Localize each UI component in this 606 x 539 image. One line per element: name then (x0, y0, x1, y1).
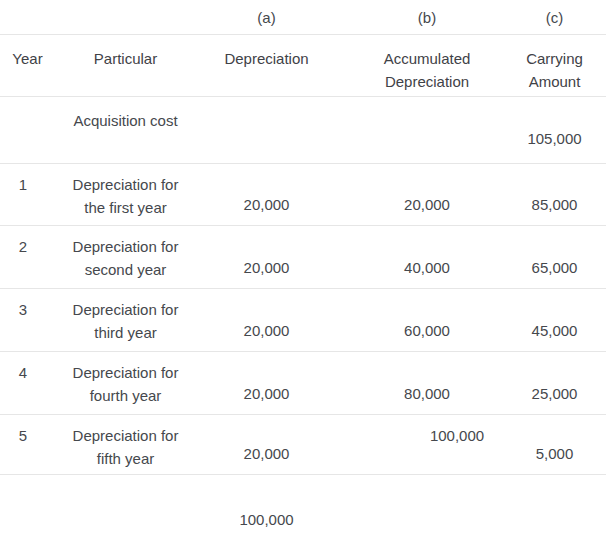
carrying-value: 45,000 (532, 319, 578, 342)
depreciation-schedule-table: (a) (b) (c) Year Particular Depreciation… (0, 0, 606, 539)
depreciation-value: 20,000 (244, 382, 290, 405)
depreciation-total-value: 100,000 (239, 508, 293, 531)
carrying-cell: 5,000 (517, 415, 592, 474)
year-cell: 3 (0, 289, 55, 351)
header-carrying-amount: Carrying Amount (517, 35, 592, 96)
table-footer-row: 100,000 (0, 475, 606, 539)
accumulated-value: 40,000 (404, 256, 450, 279)
particular-line1: Depreciation for (73, 424, 179, 447)
header-accumulated-depreciation: Accumulated Depreciation (337, 35, 517, 96)
particular-cell: Depreciation for fifth year (55, 415, 196, 474)
depreciation-cell: 20,000 (196, 164, 337, 225)
column-letter-a: (a) (196, 0, 337, 34)
year-value: 1 (19, 173, 27, 196)
depreciation-cell: 20,000 (196, 289, 337, 351)
carrying-cell: 65,000 (517, 226, 592, 288)
accumulated-value: 100,000 (430, 424, 484, 447)
accumulated-cell: 100,000 (337, 415, 517, 474)
footer-accumulated-spacer (337, 475, 517, 539)
footer-year-spacer (0, 475, 55, 539)
table-row-year-1: 1 Depreciation for the first year 20,000… (0, 164, 606, 226)
accumulated-value: 20,000 (404, 193, 450, 216)
depreciation-value: 20,000 (244, 442, 290, 465)
particular-line1: Depreciation for (73, 235, 179, 258)
footer-particular-spacer (55, 475, 196, 539)
footer-carrying-spacer (517, 475, 592, 539)
letters-particular-spacer (55, 0, 196, 34)
table-row-acquisition: Acquisition cost 105,000 (0, 97, 606, 164)
carrying-value: 25,000 (532, 382, 578, 405)
header-accumulated-line1: Accumulated (384, 47, 471, 70)
year-cell: 1 (0, 164, 55, 225)
table-row-year-5: 5 Depreciation for fifth year 20,000 100… (0, 415, 606, 475)
particular-cell: Depreciation for second year (55, 226, 196, 288)
particular-cell: Depreciation for third year (55, 289, 196, 351)
header-particular: Particular (55, 35, 196, 96)
particular-line1: Depreciation for (73, 173, 179, 196)
header-depreciation: Depreciation (196, 35, 337, 96)
particular-line1: Depreciation for (73, 298, 179, 321)
carrying-value: 105,000 (527, 127, 581, 150)
accumulated-cell: 80,000 (337, 352, 517, 414)
carrying-value: 5,000 (536, 442, 574, 465)
accumulated-value: 80,000 (404, 382, 450, 405)
depreciation-cell: 20,000 (196, 352, 337, 414)
table-row-year-3: 3 Depreciation for third year 20,000 60,… (0, 289, 606, 352)
accumulated-cell: 40,000 (337, 226, 517, 288)
carrying-value: 65,000 (532, 256, 578, 279)
depreciation-cell: 20,000 (196, 226, 337, 288)
table-header-row: Year Particular Depreciation Accumulated… (0, 35, 606, 97)
particular-line1: Acquisition cost (73, 109, 177, 132)
column-letter-a-label: (a) (257, 6, 275, 29)
depreciation-cell (196, 97, 337, 163)
carrying-value: 85,000 (532, 193, 578, 216)
header-accumulated-line2: Depreciation (385, 70, 469, 93)
accumulated-value: 60,000 (404, 319, 450, 342)
column-letters-row: (a) (b) (c) (0, 0, 606, 35)
column-letter-b-label: (b) (418, 6, 436, 29)
depreciation-value: 20,000 (244, 256, 290, 279)
particular-line2: second year (85, 258, 167, 281)
carrying-cell: 105,000 (517, 97, 592, 163)
header-particular-label: Particular (94, 47, 157, 70)
depreciation-value: 20,000 (244, 319, 290, 342)
year-value: 4 (19, 361, 27, 384)
year-cell: 4 (0, 352, 55, 414)
particular-line2: third year (94, 321, 157, 344)
particular-line2: fifth year (97, 447, 155, 470)
accumulated-cell: 60,000 (337, 289, 517, 351)
header-year: Year (0, 35, 55, 96)
header-carrying-line2: Amount (529, 70, 581, 93)
year-cell: 2 (0, 226, 55, 288)
carrying-cell: 45,000 (517, 289, 592, 351)
letters-year-spacer (0, 0, 55, 34)
particular-cell: Depreciation for fourth year (55, 352, 196, 414)
year-cell: 5 (0, 415, 55, 474)
particular-line1: Depreciation for (73, 361, 179, 384)
carrying-cell: 85,000 (517, 164, 592, 225)
year-value: 2 (19, 235, 27, 258)
particular-cell: Acquisition cost (55, 97, 196, 163)
particular-line2: fourth year (90, 384, 162, 407)
table-row-year-2: 2 Depreciation for second year 20,000 40… (0, 226, 606, 289)
year-value: 5 (19, 424, 27, 447)
depreciation-value: 20,000 (244, 193, 290, 216)
column-letter-b: (b) (337, 0, 517, 34)
accumulated-cell (337, 97, 517, 163)
year-cell (0, 97, 55, 163)
depreciation-total-cell: 100,000 (196, 475, 337, 539)
carrying-cell: 25,000 (517, 352, 592, 414)
particular-line2: the first year (84, 196, 167, 219)
accumulated-cell: 20,000 (337, 164, 517, 225)
particular-cell: Depreciation for the first year (55, 164, 196, 225)
column-letter-c: (c) (517, 0, 592, 34)
depreciation-cell: 20,000 (196, 415, 337, 474)
column-letter-c-label: (c) (546, 6, 564, 29)
header-carrying-line1: Carrying (526, 47, 583, 70)
header-year-label: Year (12, 47, 42, 70)
header-depreciation-label: Depreciation (224, 47, 308, 70)
table-row-year-4: 4 Depreciation for fourth year 20,000 80… (0, 352, 606, 415)
year-value: 3 (19, 298, 27, 321)
